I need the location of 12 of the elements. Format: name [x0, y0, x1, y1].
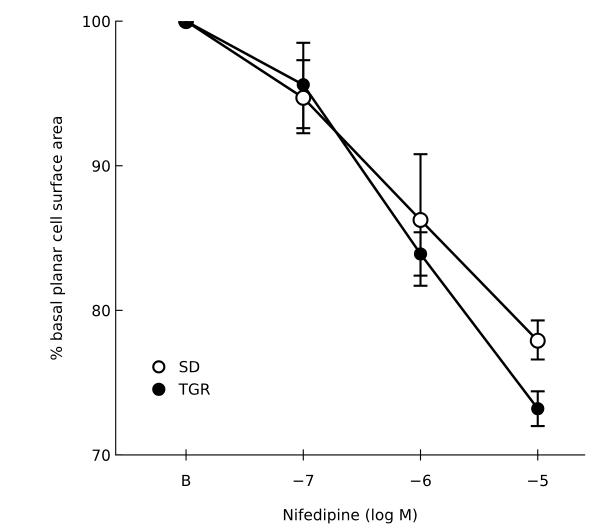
x-axis-title: Nifedipine (log M) — [284, 508, 417, 524]
x-tick-label: B — [182, 474, 190, 486]
x-tick-label: −7 — [294, 474, 314, 486]
y-axis-title: % basal planar cell surface area — [50, 117, 66, 360]
x-tick-label: −5 — [528, 474, 548, 486]
x-tick-label: −6 — [410, 474, 431, 486]
legend-label: TGR — [178, 383, 210, 395]
y-tick-label: 90 — [92, 160, 110, 172]
y-tick-label: 80 — [92, 304, 110, 316]
legend-label: SD — [180, 360, 200, 372]
y-tick-label: 70 — [92, 449, 110, 461]
y-tick-label: 100 — [83, 16, 110, 28]
